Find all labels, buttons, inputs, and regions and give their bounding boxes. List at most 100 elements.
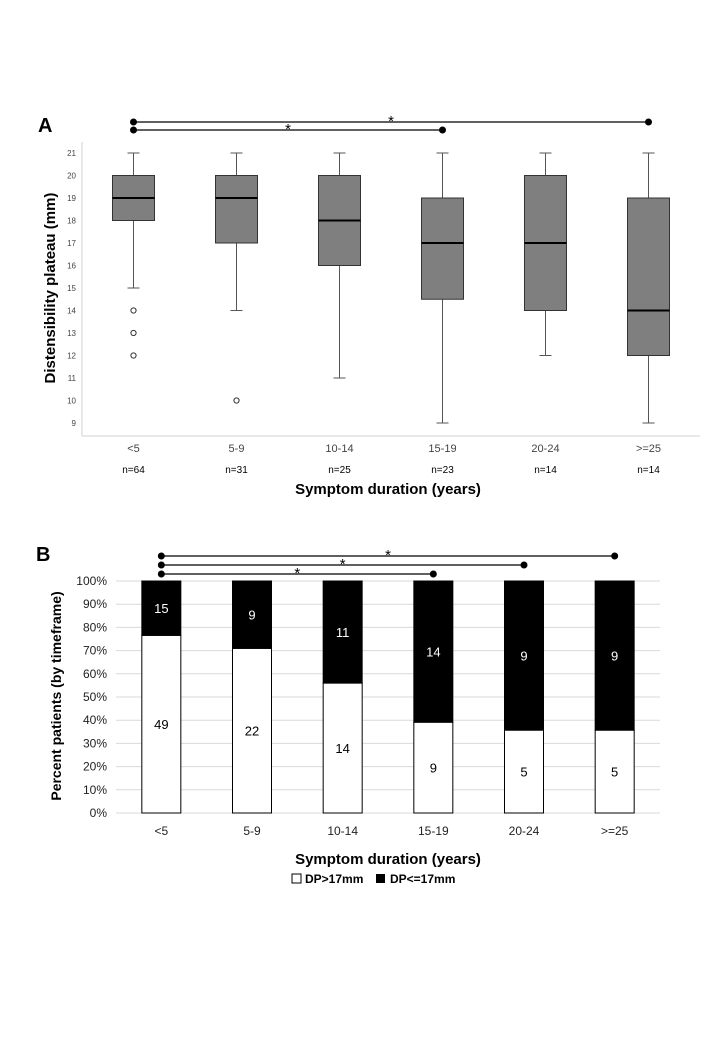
legend-swatch-dp-gt-17 [291, 873, 302, 884]
panel-a-count-label: n=23 [431, 465, 454, 476]
box-outlier-5 [130, 307, 137, 314]
panel-a-y-tick-label: 17 [67, 239, 76, 248]
panel-b-sig-dot-end [520, 561, 528, 569]
panel-b-y-tick-label: 10% [83, 783, 107, 797]
panel-a-y-axis-title: Distensibility plateau (mm) [42, 193, 59, 384]
panel-b-y-tick-label: 60% [83, 667, 107, 681]
box-body-15-19 [421, 197, 464, 300]
bar-label-dp-le-17-15-19: 14 [426, 645, 440, 660]
bar-segment-dp-gt-17-5 [141, 634, 182, 814]
panel-a-y-tick-label: 21 [67, 149, 76, 158]
panel-b-sig-dot-start [157, 561, 165, 569]
panel-b-y-tick-label: 30% [83, 736, 107, 750]
panel-a-x-axis-title: Symptom duration (years) [295, 481, 481, 498]
bar-segment-dp-gt-17-15-19 [413, 721, 454, 814]
panel-a-y-tick-label: 10 [67, 397, 76, 406]
panel-a-y-tick-label: 20 [67, 172, 76, 181]
panel-a-x-tick-label: 5-9 [229, 443, 245, 455]
panel-a-count-label: n=31 [225, 465, 248, 476]
panel-b-y-tick-label: 90% [83, 597, 107, 611]
box-outlier-5-9 [233, 397, 240, 404]
bar-label-dp-le-17-25: 9 [611, 649, 618, 664]
panel-b-label: B [36, 544, 50, 566]
panel-b-sig-dot-start [157, 570, 165, 578]
bar-segment-dp-le-17-5-9 [232, 580, 272, 649]
bar-segment-dp-gt-17-20-24 [504, 729, 544, 814]
panel-a-count-label: n=25 [328, 465, 351, 476]
bar-segment-dp-le-17-10-14 [322, 580, 363, 684]
panel-a-sig-dot-start [130, 126, 137, 134]
panel-a-sig-star: * [285, 121, 291, 138]
bar-label-dp-gt-17-10-14: 14 [335, 741, 349, 756]
panel-a-y-tick-label: 14 [67, 307, 76, 316]
panel-a-y-tick-label: 19 [67, 194, 76, 203]
panel-b-sig-dot-end [611, 552, 619, 560]
legend-swatch-dp-le-17 [376, 874, 385, 883]
panel-a-boxplot: A Distensibility plateau (mm) Symptom du… [38, 113, 700, 498]
panel-b-stacked-bar: B Percent patients (by timeframe) Sympto… [36, 544, 660, 886]
panel-b-y-tick-label: 20% [83, 760, 107, 774]
panel-a-label: A [38, 115, 52, 137]
bar-label-dp-le-17-5-9: 9 [248, 608, 255, 623]
panel-b-x-tick-label: 5-9 [243, 824, 261, 838]
box-outlier-5 [130, 329, 137, 337]
panel-b-sig-star: * [340, 556, 346, 573]
panel-b-sig-star: * [385, 547, 391, 564]
legend-label-dp-gt-17: DP>17mm [305, 872, 363, 886]
panel-b-y-tick-label: 40% [83, 713, 107, 727]
bar-segment-dp-le-17-20-24 [504, 580, 544, 731]
panel-b-sig-star: * [294, 565, 300, 582]
legend-label-dp-le-17: DP<=17mm [390, 872, 455, 886]
panel-a-y-tick-label: 12 [67, 352, 76, 361]
panel-b-sig-dot-start [157, 552, 165, 560]
bar-segment-dp-le-17-5 [141, 580, 182, 636]
bar-segment-dp-gt-17-25 [594, 729, 635, 814]
panel-b-x-tick-label: 15-19 [418, 824, 449, 838]
bar-label-dp-gt-17-5: 49 [154, 717, 168, 732]
box-body-25 [627, 197, 670, 356]
bar-label-dp-gt-17-15-19: 9 [430, 761, 437, 776]
bar-label-dp-le-17-20-24: 9 [520, 649, 527, 664]
bar-segment-dp-le-17-15-19 [413, 580, 454, 723]
panel-b-y-tick-label: 0% [90, 806, 108, 820]
panel-a-y-tick-label: 13 [67, 329, 76, 338]
panel-a-sig-star: * [388, 113, 394, 130]
panel-b-y-axis-title: Percent patients (by timeframe) [48, 591, 64, 800]
bar-label-dp-le-17-5: 15 [154, 601, 168, 616]
panel-a-count-label: n=64 [122, 465, 145, 476]
panel-a-y-tick-label: 11 [68, 374, 77, 383]
panel-a-y-tick-label: 18 [67, 217, 76, 226]
panel-b-sig-dot-end [429, 570, 437, 578]
panel-a-sig-dot-end [645, 118, 652, 126]
bar-segment-dp-le-17-25 [594, 580, 635, 731]
panel-b-x-tick-label: >=25 [601, 824, 629, 838]
panel-a-y-tick-label: 15 [67, 284, 76, 293]
bar-segment-dp-gt-17-10-14 [322, 682, 363, 814]
panel-a-count-label: n=14 [534, 465, 557, 476]
box-body-5-9 [215, 175, 258, 244]
panel-b-x-tick-label: 10-14 [327, 824, 358, 838]
bar-label-dp-gt-17-25: 5 [611, 765, 618, 780]
panel-a-x-tick-label: <5 [127, 443, 140, 455]
panel-b-x-tick-label: <5 [154, 824, 168, 838]
panel-a-count-label: n=14 [637, 465, 660, 476]
panel-b-y-tick-label: 50% [83, 690, 107, 704]
box-outlier-5 [130, 352, 137, 359]
panel-a-x-tick-label: 15-19 [428, 443, 456, 455]
panel-a-sig-dot-start [130, 118, 137, 126]
panel-a-x-tick-label: 10-14 [325, 443, 353, 455]
bar-label-dp-le-17-10-14: 11 [336, 625, 350, 640]
panel-b-x-tick-label: 20-24 [509, 824, 540, 838]
panel-b-y-tick-label: 70% [83, 644, 107, 658]
bar-label-dp-gt-17-20-24: 5 [520, 765, 527, 780]
bar-segment-dp-gt-17-5-9 [232, 647, 272, 814]
panel-a-x-tick-label: >=25 [636, 443, 661, 455]
panel-a-sig-dot-end [439, 126, 446, 134]
panel-b-x-axis-title: Symptom duration (years) [295, 851, 481, 868]
panel-b-legend: DP>17mm DP<=17mm [291, 872, 455, 886]
panel-b-y-tick-label: 100% [76, 574, 107, 588]
panel-a-x-tick-label: 20-24 [531, 443, 559, 455]
bar-label-dp-gt-17-5-9: 22 [245, 724, 259, 739]
panel-a-y-tick-label: 9 [72, 419, 77, 428]
